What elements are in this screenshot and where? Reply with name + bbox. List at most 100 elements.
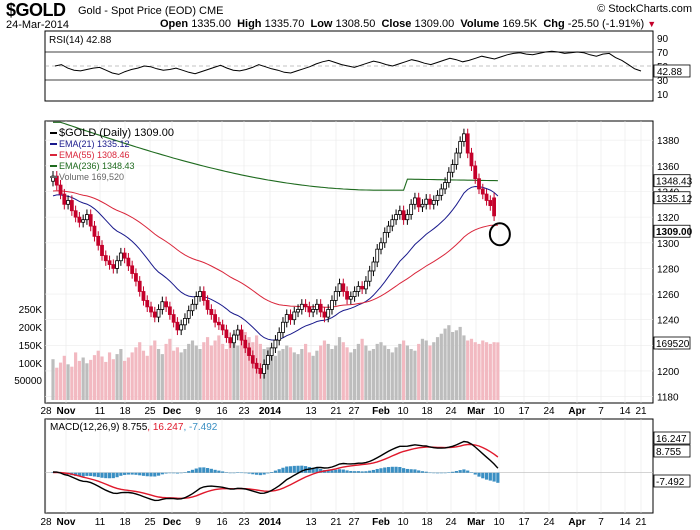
candle-body: [194, 296, 199, 305]
macd-legend-hist: , -7.492: [183, 422, 217, 433]
macd-histogram-bar: [209, 468, 213, 473]
candle-body: [115, 260, 119, 269]
volume-bar: [85, 363, 89, 400]
chg-label: Chg: [543, 18, 565, 30]
candle-body: [134, 273, 138, 282]
x-tick-label-bottom: Nov: [57, 517, 76, 528]
x-tick-label-bottom: 9: [195, 517, 201, 528]
candle-body: [254, 362, 259, 369]
candle-body: [205, 300, 210, 310]
candle-body: [416, 197, 421, 208]
volume-bar: [319, 345, 323, 400]
volume-bar: [66, 364, 70, 400]
candle-body: [446, 171, 451, 183]
macd-histogram-bar: [375, 468, 379, 473]
open-value: 1335.00: [191, 18, 231, 30]
candle-body: [333, 291, 338, 301]
volume-bar: [190, 340, 195, 400]
macd-histogram-bar: [417, 470, 421, 473]
volume-bar: [477, 343, 481, 400]
candle-body: [322, 311, 327, 318]
macd-histogram-bar: [145, 472, 149, 477]
macd-histogram-bar: [81, 472, 85, 477]
macd-histogram-bar: [164, 472, 168, 474]
macd-histogram-bar: [413, 469, 417, 473]
macd-histogram-bar: [481, 472, 485, 479]
candle-body: [341, 283, 346, 292]
volume-bar: [115, 354, 119, 400]
volume-bar: [130, 352, 134, 400]
macd-histogram-bar: [402, 468, 406, 473]
x-tick-label-bottom: 21: [330, 517, 342, 528]
ema55-line: [52, 190, 498, 308]
candle-body: [371, 261, 376, 272]
x-tick-label-bottom: 28: [40, 517, 52, 528]
macd-histogram-bar: [123, 472, 127, 475]
macd-histogram-bar: [277, 469, 281, 473]
candle-body: [277, 332, 282, 341]
volume-value: 169.5K: [502, 18, 538, 30]
volume-bar: [462, 335, 466, 400]
candle-body: [413, 197, 417, 205]
price-panel: 1180120012201240126012801300132013401360…: [14, 120, 693, 417]
macd-histogram-bar: [469, 472, 474, 473]
volume-bar: [409, 349, 413, 400]
x-tick-label: 25: [144, 406, 156, 417]
candle-body: [345, 291, 349, 300]
x-tick-label: 21: [330, 406, 342, 417]
candle-body: [473, 165, 478, 180]
candle-body: [183, 317, 187, 326]
down-triangle-icon: ▼: [647, 19, 657, 29]
volume-bar: [488, 343, 492, 400]
x-tick-label-bottom: 27: [348, 517, 360, 528]
badge-box: [653, 224, 691, 238]
candle-body: [62, 193, 67, 205]
volume-bar: [428, 345, 432, 400]
volume-bar: [221, 343, 225, 400]
x-tick-label-bottom: 7: [598, 517, 604, 528]
macd-histogram-bar: [349, 470, 353, 473]
macd-histogram-bar: [285, 466, 289, 473]
close-label: Close: [381, 18, 412, 30]
volume-bar: [353, 349, 357, 400]
badge-label: 1309.00: [656, 227, 693, 238]
macd-histogram-bar: [224, 472, 229, 473]
macd-histogram-bar: [194, 468, 198, 473]
candle-body: [77, 216, 82, 223]
volume-bar: [74, 352, 78, 400]
volume-bar: [311, 355, 315, 400]
macd-histogram-bar: [477, 472, 481, 477]
candle-body: [296, 309, 300, 313]
candle-body: [149, 306, 153, 313]
macd-histogram-bar: [334, 469, 338, 473]
x-tick-label: Nov: [57, 406, 76, 417]
macd-histogram-bar: [356, 471, 360, 473]
price-tick-label: 1240: [657, 316, 680, 327]
macd-histogram-bar: [345, 470, 349, 473]
macd-histogram-bar: [353, 471, 357, 473]
macd-histogram-bar: [337, 469, 342, 473]
macd-histogram-bar: [451, 471, 455, 473]
volume-bar: [458, 326, 462, 400]
volume-tick-label: 250K: [19, 305, 43, 316]
price-tick-label: 1260: [657, 290, 680, 301]
candle-body: [420, 203, 425, 208]
macd-histogram-bar: [258, 472, 262, 476]
volume-bar: [394, 347, 398, 400]
rsi-tick-label: 90: [657, 34, 669, 45]
volume-bar: [349, 352, 353, 400]
candle-body: [137, 280, 142, 292]
volume-bar: [432, 342, 436, 400]
badge-box: [653, 336, 691, 350]
candle-body: [469, 152, 474, 167]
macd-histogram-bar: [383, 467, 387, 473]
brand-label[interactable]: © StockCharts.com: [597, 3, 692, 15]
candle-body: [428, 198, 432, 205]
macd-histogram-bar: [221, 471, 225, 473]
macd-histogram-bar: [149, 472, 153, 477]
candle-body: [465, 133, 470, 154]
macd-legend: MACD(12,26,9) 8.755, 16.247, -7.492: [50, 422, 218, 433]
candle-body: [390, 219, 395, 227]
candle-body: [397, 210, 402, 215]
candle-body: [281, 321, 285, 333]
